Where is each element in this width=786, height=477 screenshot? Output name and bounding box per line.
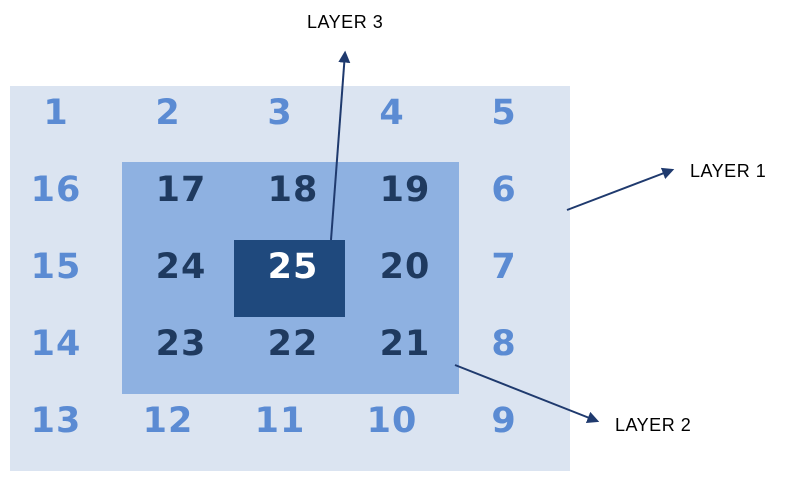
grid-cell-12: 12 bbox=[142, 401, 194, 441]
grid-cell-17: 17 bbox=[155, 170, 207, 210]
grid-cell-16: 16 bbox=[30, 170, 82, 210]
grid-cell-22: 22 bbox=[267, 324, 319, 364]
grid-cell-15: 15 bbox=[30, 247, 82, 287]
layer-1-label: LAYER 1 bbox=[690, 161, 767, 181]
grid-cell-7: 7 bbox=[491, 247, 517, 287]
grid-cell-4: 4 bbox=[379, 93, 405, 133]
grid-cell-19: 19 bbox=[379, 170, 431, 210]
grid-cell-11: 11 bbox=[254, 401, 306, 441]
layer-1-arrow bbox=[566, 167, 675, 211]
grid-cell-25: 25 bbox=[267, 247, 319, 287]
grid-cell-23: 23 bbox=[155, 324, 207, 364]
grid-cell-3: 3 bbox=[267, 93, 293, 133]
grid-cell-8: 8 bbox=[491, 324, 517, 364]
grid-cell-9: 9 bbox=[491, 401, 517, 441]
grid-cell-6: 6 bbox=[491, 170, 517, 210]
grid-cell-13: 13 bbox=[30, 401, 82, 441]
grid-cell-14: 14 bbox=[30, 324, 82, 364]
grid-cell-21: 21 bbox=[379, 324, 431, 364]
layer-2-label: LAYER 2 bbox=[615, 415, 692, 435]
grid-cell-10: 10 bbox=[366, 401, 418, 441]
grid-cell-2: 2 bbox=[155, 93, 181, 133]
layer-3-region bbox=[234, 240, 345, 317]
grid-cell-24: 24 bbox=[155, 247, 207, 287]
grid-cell-18: 18 bbox=[267, 170, 319, 210]
layer-3-label: LAYER 3 bbox=[307, 12, 384, 32]
grid-cell-20: 20 bbox=[379, 247, 431, 287]
grid-cell-5: 5 bbox=[491, 93, 517, 133]
grid-cell-1: 1 bbox=[43, 93, 69, 133]
